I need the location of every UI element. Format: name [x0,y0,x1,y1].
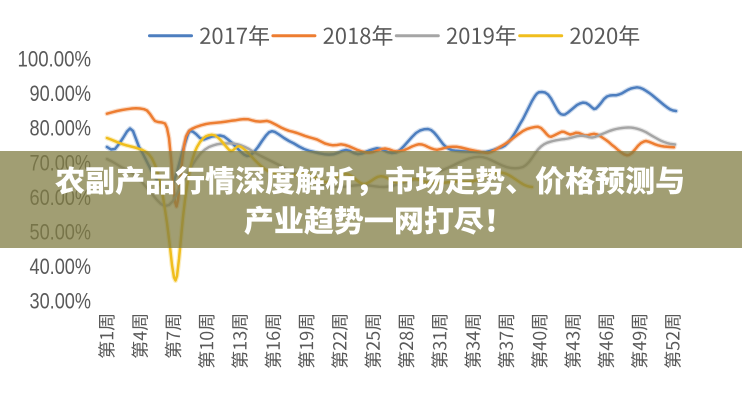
svg-text:90.00%: 90.00% [30,81,92,106]
svg-text:30.00%: 30.00% [30,289,92,314]
svg-text:40.00%: 40.00% [30,254,92,279]
svg-text:100.00%: 100.00% [18,47,92,72]
svg-text:80.00%: 80.00% [30,116,92,141]
